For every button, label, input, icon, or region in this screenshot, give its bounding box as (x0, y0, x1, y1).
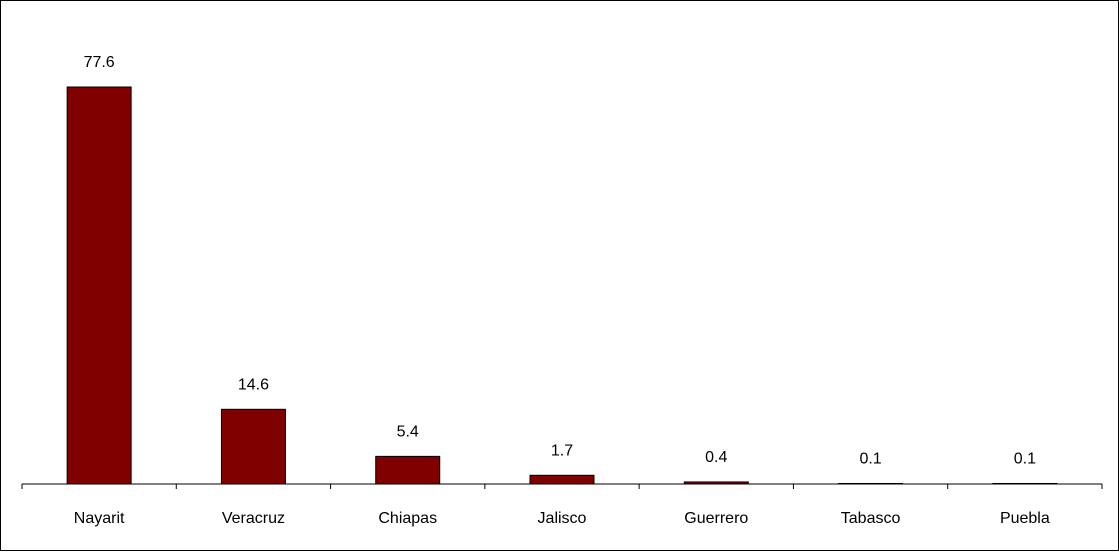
x-axis: Nayarit Veracruz Chiapas Jalisco Guerrero Tab… (21, 483, 1103, 527)
data-label-guerrero: 0.4 (705, 449, 727, 466)
bars-layer (66, 86, 1058, 485)
data-labels-layer: 77.6 14.6 5.4 1.7 0.4 0.1 0.1 (84, 54, 1037, 467)
category-label-jalisco: Jalisco (538, 510, 587, 527)
data-label-puebla: 0.1 (1014, 450, 1036, 467)
bar-chiapas (375, 455, 441, 485)
bar-jalisco (529, 474, 595, 485)
data-label-tabasco: 0.1 (859, 450, 881, 467)
data-label-jalisco: 1.7 (551, 442, 573, 459)
category-label-nayarit: Nayarit (74, 510, 125, 527)
bar-veracruz (220, 408, 286, 485)
category-label-veracruz: Veracruz (222, 510, 285, 527)
category-label-puebla: Puebla (1000, 510, 1050, 527)
data-label-chiapas: 5.4 (397, 423, 419, 440)
data-label-veracruz: 14.6 (238, 376, 269, 393)
bar-nayarit (66, 86, 132, 485)
data-label-nayarit: 77.6 (84, 54, 115, 71)
category-label-chiapas: Chiapas (378, 510, 437, 527)
category-label-guerrero: Guerrero (684, 510, 748, 527)
category-label-tabasco: Tabasco (841, 510, 901, 527)
